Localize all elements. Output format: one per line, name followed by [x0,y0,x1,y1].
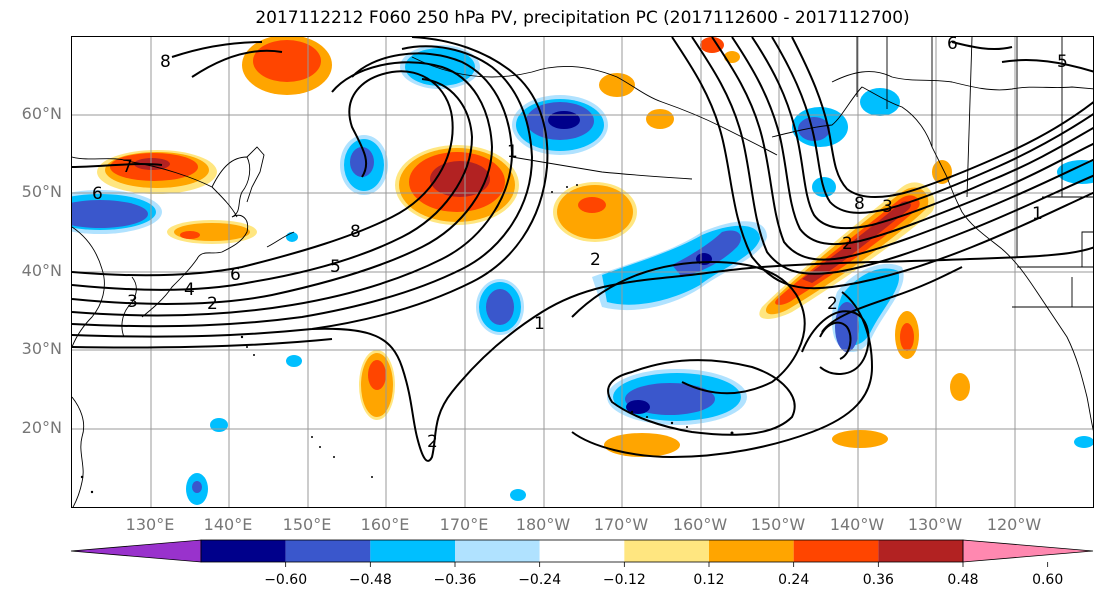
lat-label-60n: 60°N [21,104,62,123]
map-title: 2017112212 F060 250 hPa PV, precipitatio… [255,8,910,28]
graticule [72,37,1093,507]
lon-label: 160°W [672,515,728,534]
colorbar-segment [793,540,879,562]
pv-contours [72,37,1093,462]
colorbar [70,539,1094,567]
contour-label: 5 [330,257,341,277]
contour-label: 2 [207,294,218,314]
anomaly-negative [592,221,767,311]
anomaly-negative [607,369,747,425]
anomaly-negative [1057,160,1093,184]
anomaly-negative [72,190,162,234]
anomaly-positive [724,51,740,63]
colorbar-segment [624,540,709,562]
colorbar-tick-label: −0.12 [602,572,646,588]
lon-label: 130°E [125,515,175,534]
lat-label-40n: 40°N [21,261,62,280]
contour-label: 5 [1057,52,1068,72]
anomaly-negative [860,88,900,116]
map-canvas: 8 8 6 7 3 4 2 6 8 5 2 1 1 2 2 3 2 1 6 5 [72,37,1093,507]
islands [80,184,734,494]
colorbar-segment [709,540,794,562]
lon-label: 170°W [593,515,649,534]
contour-label: 2 [842,234,853,254]
lon-label: 130°W [907,515,963,534]
anomaly-positive [832,430,888,448]
contour-label: 8 [160,52,171,72]
contour-label: 6 [230,265,241,285]
colorbar-segment [455,540,540,562]
anomaly-negative [192,481,202,493]
contour-label: 1 [507,142,518,162]
colorbar-tick-label: −0.24 [518,572,562,588]
colorbar-tick-label: −0.36 [433,572,477,588]
anomaly-positive [97,150,217,194]
colorbar-tick-label: 0.48 [947,572,979,588]
colorbar-tick-label: 0.12 [693,572,725,588]
contour-label: 2 [590,250,601,270]
lon-label: 140°W [829,515,885,534]
contour-label: 8 [854,194,865,214]
contour-label: 4 [184,280,195,300]
precip-shading [72,37,1093,505]
colorbar-tick-label: 0.36 [862,572,894,588]
contour-label: 6 [92,184,103,204]
lon-label: 120°W [986,515,1042,534]
contour-label: 8 [350,222,361,242]
colorbar-tick-label: −0.48 [348,572,392,588]
anomaly-positive [359,350,395,420]
anomaly-negative [798,117,830,141]
colorbar-segment [370,540,455,562]
anomaly-positive [242,37,332,95]
contour-label: 6 [947,37,958,54]
colorbar-tick-label: 0.24 [778,572,810,588]
contour-label: 1 [1032,204,1043,224]
contour-labels: 8 8 6 7 3 4 2 6 8 5 2 1 1 2 2 3 2 1 6 5 [92,37,1068,452]
colorbar-segment [878,540,963,562]
map-panel: 8 8 6 7 3 4 2 6 8 5 2 1 1 2 2 3 2 1 6 5 [71,36,1094,508]
anomaly-positive [167,220,257,244]
contour-label: 1 [534,314,545,334]
lat-label-50n: 50°N [21,182,62,201]
anomaly-positive [604,433,680,457]
coastlines [72,37,1093,507]
lon-label: 150°E [282,515,332,534]
contour-label: 2 [827,294,838,314]
anomaly-positive [395,145,519,225]
contour-label: 2 [427,432,438,452]
lat-label-30n: 30°N [21,339,62,358]
colorbar-tick-label: 0.60 [1032,572,1064,588]
lon-label: 150°W [750,515,806,534]
anomaly-negative [510,489,526,501]
anomaly-negative [340,135,388,195]
lat-label-20n: 20°N [21,418,62,437]
anomaly-negative [1074,436,1093,448]
lon-label: 170°E [439,515,489,534]
colorbar-segment [285,540,371,562]
colorbar-segment [201,540,286,562]
colorbar-extend-high [962,539,1094,563]
anomaly-positive [553,182,637,242]
anomaly-positive [900,323,914,351]
anomaly-negative [512,95,608,155]
anomaly-negative [476,279,524,335]
anomaly-positive [950,373,970,401]
anomaly-positive [646,109,674,129]
lon-label: 180°W [515,515,571,534]
colorbar-tick-label: −0.60 [264,572,308,588]
colorbar-segment [539,540,625,562]
lon-label: 140°E [203,515,253,534]
anomaly-negative [286,355,302,367]
lon-label: 160°E [360,515,410,534]
colorbar-extend-low [70,539,202,563]
anomaly-positive [700,37,724,53]
anomaly-negative [286,232,298,242]
contour-label: 3 [127,292,138,312]
anomaly-negative [210,418,228,432]
contour-label: 3 [882,197,893,217]
anomaly-positive [599,73,635,97]
contour-label: 7 [122,157,133,177]
colorbar-segments [70,539,1094,567]
